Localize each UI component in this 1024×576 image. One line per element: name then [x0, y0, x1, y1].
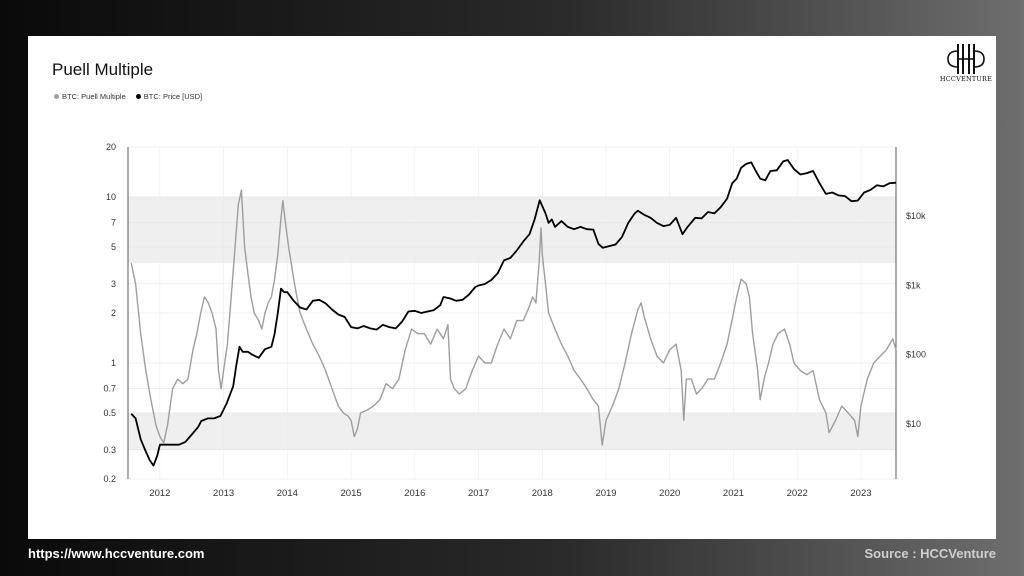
y-right-tick-label: $10k — [906, 211, 926, 221]
x-tick-label: 2015 — [341, 488, 362, 499]
x-tick-label: 2019 — [595, 488, 616, 499]
y-left-tick-label: 0.5 — [103, 408, 116, 418]
chart-card: Puell Multiple BTC: Puell Multiple BTC: … — [28, 36, 996, 539]
x-tick-label: 2013 — [213, 488, 234, 499]
y-left-tick-label: 2 — [111, 308, 116, 318]
x-tick-label: 2017 — [468, 488, 489, 499]
x-tick-label: 2022 — [787, 488, 808, 499]
x-tick-label: 2016 — [404, 488, 425, 499]
legend-dot-price — [135, 94, 141, 99]
x-tick-label: 2023 — [850, 488, 871, 499]
y-right-tick-label: $1k — [906, 280, 921, 290]
legend: BTC: Puell Multiple BTC: Price [USD] — [54, 92, 202, 101]
y-left-tick-label: 1 — [111, 358, 116, 368]
footer-url[interactable]: https://www.hccventure.com — [28, 546, 205, 561]
footer-source: Source : HCCVenture — [864, 546, 996, 561]
series-line-puell-multiple — [130, 189, 897, 446]
legend-dot-puell — [54, 94, 59, 99]
legend-label-puell: BTC: Puell Multiple — [62, 92, 126, 101]
hccventure-logo: HCCVENTURE — [936, 41, 996, 87]
legend-item-price[interactable]: BTC: Price [USD] — [135, 92, 203, 101]
x-tick-label: 2020 — [659, 488, 680, 499]
legend-item-puell[interactable]: BTC: Puell Multiple — [54, 92, 126, 101]
y-left-tick-label: 20 — [106, 142, 116, 152]
hccventure-logo-icon — [947, 44, 985, 74]
y-right-tick-label: $10 — [906, 419, 921, 429]
chart-plot: 2012 2013 2014 2015 2016 2017 2018 2019 2020 2021… — [103, 142, 926, 499]
upper-band — [128, 196, 896, 264]
y-left-tick-label: 0.7 — [103, 384, 116, 394]
y-left-tick-label: 5 — [111, 242, 116, 252]
y-left-tick-label: 3 — [111, 279, 116, 289]
y-left-tick-label: 7 — [111, 218, 116, 228]
series-line-price — [130, 159, 897, 467]
x-tick-label: 2012 — [149, 488, 170, 499]
logo-text: HCCVENTURE — [939, 75, 993, 83]
y-right-tick-label: $100 — [906, 350, 926, 360]
legend-label-price: BTC: Price [USD] — [143, 92, 203, 101]
lower-band — [128, 412, 896, 450]
x-tick-label: 2014 — [277, 488, 298, 499]
y-left-tick-label: 0.3 — [103, 445, 116, 455]
x-tick-label: 2021 — [723, 488, 744, 499]
y-left-tick-label: 0.2 — [103, 474, 116, 484]
chart-title: Puell Multiple — [52, 60, 154, 79]
x-tick-label: 2018 — [532, 488, 553, 499]
y-left-tick-label: 10 — [106, 192, 116, 202]
